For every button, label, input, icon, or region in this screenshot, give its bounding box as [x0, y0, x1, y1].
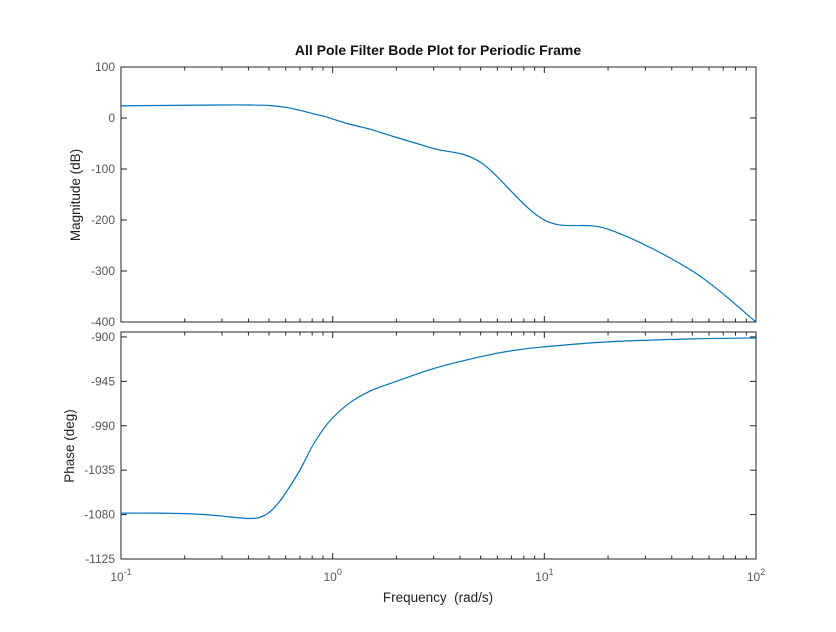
magnitude-y-ticks: 100 0 -100 -200 -300 -400 — [91, 60, 756, 329]
phase-series-line — [120, 337, 757, 520]
chart-title: All Pole Filter Bode Plot for Periodic F… — [295, 42, 581, 58]
y-tick-label: -100 — [91, 162, 115, 176]
x-axis-label: Frequency (rad/s) — [383, 590, 493, 605]
magnitude-x-ticks — [120, 67, 757, 322]
phase-plot-frame — [120, 331, 757, 560]
magnitude-y-axis-label: Magnitude (dB) — [68, 149, 83, 241]
magnitude-series-line — [120, 104, 757, 323]
magnitude-plot-frame — [120, 66, 757, 323]
y-tick-label: -990 — [91, 419, 115, 433]
y-tick-label: -900 — [91, 330, 115, 344]
y-tick-label: -300 — [91, 264, 115, 278]
x-tick-label: 100 — [323, 567, 341, 584]
y-tick-label: -1125 — [85, 552, 115, 566]
y-tick-label: 100 — [95, 60, 115, 74]
y-tick-label: -400 — [91, 315, 115, 329]
y-tick-label: -945 — [91, 374, 115, 388]
x-tick-label: 102 — [747, 567, 765, 584]
phase-x-ticks — [120, 332, 757, 559]
x-tick-labels: 10-1 100 101 102 — [110, 567, 765, 584]
y-tick-label: 0 — [108, 111, 115, 125]
x-tick-label: 101 — [535, 567, 553, 584]
y-tick-label: -1035 — [84, 463, 115, 477]
x-tick-label: 10-1 — [110, 567, 131, 584]
phase-panel: -900 -945 -990 -1035 -1080 -1125 Phase (deg) — [62, 330, 757, 566]
phase-y-ticks: -900 -945 -990 -1035 -1080 -1125 — [84, 330, 756, 566]
y-tick-label: -200 — [91, 213, 115, 227]
phase-y-axis-label: Phase (deg) — [62, 409, 77, 483]
magnitude-panel: 100 0 -100 -200 -300 -400 Magnitude (dB) — [68, 60, 757, 329]
y-tick-label: -1080 — [84, 508, 115, 522]
